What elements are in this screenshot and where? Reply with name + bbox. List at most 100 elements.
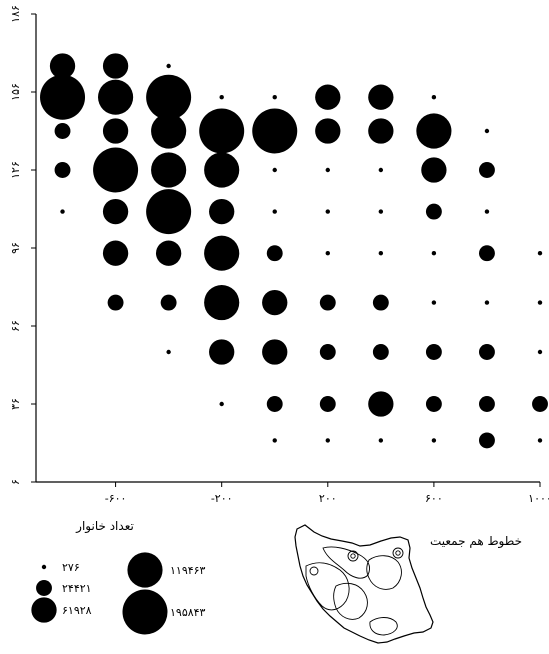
data-point: [325, 167, 330, 173]
x-tick-label: ۶۰۰: [425, 492, 443, 505]
data-point: [155, 240, 182, 266]
legend-entries: ۲۷۶ ۲۴۴۲۱ ۶۱۹۲۸ ۱۱۹۴۶۳ ۱۹۵۸۴۳: [31, 552, 206, 635]
data-point: [431, 438, 437, 443]
y-tick-label: ۱۲۶: [9, 161, 22, 179]
data-point: [102, 53, 129, 79]
data-point: [262, 339, 288, 365]
legend-label: ۶۱۹۲۸: [62, 604, 92, 617]
data-point: [204, 235, 240, 271]
legend-marker: [31, 597, 57, 623]
y-ticks: ۶ ۳۶ ۶۶ ۹۶ ۱۲۶ ۱۵۶ ۱۸۶: [9, 5, 36, 485]
data-point: [479, 162, 495, 178]
data-point: [49, 53, 76, 79]
data-point: [204, 285, 240, 321]
data-point: [166, 63, 171, 69]
data-point: [425, 344, 442, 360]
data-point: [484, 300, 490, 305]
plot-area: -۶۰۰ -۲۰۰ ۲۰۰ ۶۰۰ ۱۰۰۰ ۶ ۳۶ ۶۶ ۹۶ ۱۲۶ ۱۵۶ ۱۸۶: [9, 5, 549, 505]
data-point: [102, 118, 129, 144]
x-tick-label: -۲۰۰: [211, 492, 233, 505]
legend-label: ۲۷۶: [62, 561, 80, 574]
data-point: [378, 438, 384, 443]
data-point: [272, 438, 277, 443]
data-point: [537, 438, 543, 443]
isoline-ring-small: [309, 566, 319, 576]
legend-title: تعداد خانوار: [75, 519, 134, 534]
data-point: [372, 344, 389, 360]
legend-marker: [122, 589, 168, 635]
data-point: [325, 438, 330, 443]
data-point: [266, 245, 283, 262]
inset-map-label: خطوط هم جمعیت: [430, 534, 522, 549]
iran-outline: [294, 524, 434, 644]
data-point: [372, 294, 389, 311]
y-tick-label: ۶۶: [9, 320, 22, 332]
data-point: [416, 113, 452, 149]
data-point: [199, 108, 245, 154]
data-point: [319, 396, 336, 412]
x-ticks: -۶۰۰ -۲۰۰ ۲۰۰ ۶۰۰ ۱۰۰۰: [105, 482, 549, 505]
legend-label: ۱۱۹۴۶۳: [170, 564, 206, 577]
data-point: [151, 152, 187, 188]
legend-label: ۱۹۵۸۴۳: [170, 606, 206, 619]
data-point: [537, 300, 543, 305]
data-point: [102, 240, 129, 266]
data-point: [537, 251, 543, 256]
data-point: [319, 344, 336, 360]
isoline-3: [366, 555, 402, 590]
data-point: [479, 396, 495, 412]
data-point: [146, 74, 192, 120]
data-point: [368, 391, 394, 417]
data-point: [431, 251, 437, 256]
data-point: [479, 344, 495, 360]
isoline-ring-outer: [392, 547, 404, 559]
isoline-1: [305, 562, 350, 611]
data-point: [151, 113, 187, 149]
data-point: [484, 209, 490, 214]
data-point: [102, 198, 129, 225]
data-point: [93, 147, 139, 193]
data-point: [60, 209, 65, 214]
legend-label: ۲۴۴۲۱: [62, 582, 92, 595]
legend-marker: [127, 552, 163, 588]
data-point: [146, 189, 192, 235]
legend-marker: [36, 580, 52, 596]
data-point: [219, 401, 224, 407]
isoline-4: [333, 582, 368, 620]
isoline-5: [369, 617, 398, 636]
data-point: [484, 128, 490, 134]
data-point: [431, 300, 437, 305]
y-tick-label: ۶: [9, 479, 22, 485]
data-point: [204, 152, 240, 188]
data-point: [479, 432, 495, 449]
data-point: [262, 289, 288, 316]
data-point: [425, 203, 442, 220]
x-tick-label: -۶۰۰: [105, 492, 127, 505]
x-tick-label: ۲۰۰: [319, 492, 337, 505]
data-point: [532, 396, 548, 412]
data-point: [54, 162, 71, 178]
data-point: [272, 209, 277, 214]
y-tick-label: ۹۶: [9, 242, 22, 254]
data-point: [537, 349, 543, 355]
data-point: [266, 396, 283, 412]
data-point: [378, 209, 384, 214]
data-point: [378, 167, 384, 173]
data-point: [166, 349, 171, 355]
data-point: [219, 95, 224, 100]
data-point: [479, 245, 495, 262]
y-tick-label: ۱۵۶: [9, 83, 22, 101]
isoline-ring-inner: [395, 550, 401, 556]
data-point: [425, 396, 442, 412]
data-point: [319, 294, 336, 311]
data-point: [272, 95, 277, 100]
y-tick-label: ۳۶: [9, 398, 22, 410]
data-point: [272, 167, 277, 173]
data-point: [421, 157, 447, 183]
data-point: [54, 123, 71, 139]
isoline-2: [322, 546, 370, 579]
data-point: [368, 118, 394, 144]
data-point: [209, 198, 235, 225]
data-point: [325, 251, 330, 256]
